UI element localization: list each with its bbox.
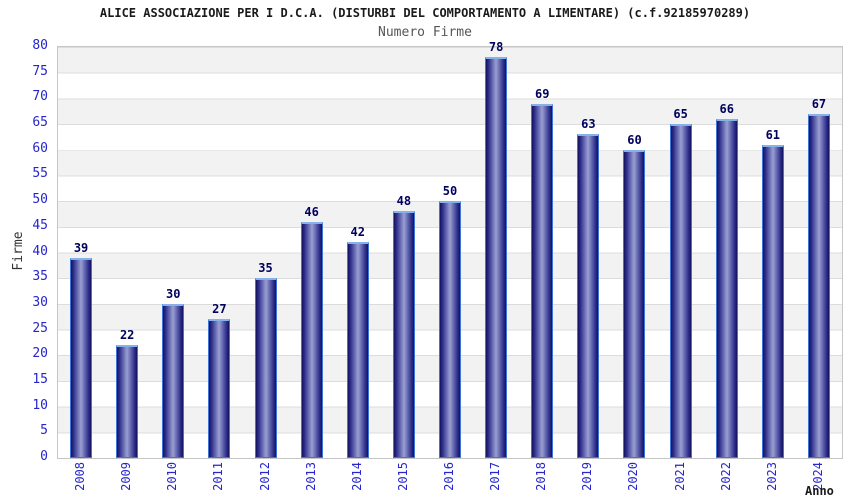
x-tick-label: 2013 [303,462,318,491]
bar-value-label: 66 [719,101,734,116]
y-tick-label: 0 [40,449,48,464]
bar-value-label: 63 [581,117,596,132]
x-tick-label: 2008 [73,462,88,491]
bar-2024 [807,113,830,458]
y-tick-label: 75 [32,63,48,79]
bar-2019 [577,134,600,458]
y-tick-label: 50 [32,192,48,208]
bar-2017 [485,57,508,458]
x-tick-label: 2023 [764,462,779,491]
x-tick-label: 2016 [442,462,456,491]
y-tick-label: 65 [32,115,48,131]
bar-value-label: 39 [73,240,89,255]
bar-2018 [531,103,554,458]
chart-title: ALICE ASSOCIAZIONE PER I D.C.A. (DISTURB… [99,6,751,20]
y-tick-label: 10 [32,397,48,413]
chart-subtitle: Numero Firme [378,25,472,40]
y-tick-label: 35 [32,269,48,285]
x-tick-label: 2010 [165,462,180,491]
bar-value-label: 35 [258,261,273,276]
y-tick-label: 55 [32,166,48,182]
bar-value-label: 46 [304,204,319,219]
bar-2015 [392,211,415,458]
bar-value-label: 30 [166,286,181,301]
bar-value-label: 60 [627,132,642,147]
x-tick-label: 2017 [488,462,503,491]
y-tick-label: 70 [32,89,48,105]
x-tick-label: 2009 [119,462,134,491]
bar-value-label: 42 [350,225,365,240]
y-tick-label: 60 [32,140,48,156]
x-axis-label: Anno [805,484,834,498]
x-tick-label: 2022 [718,462,733,491]
y-tick-label: 15 [32,371,48,387]
bar-2022 [715,118,738,458]
bar-value-label: 65 [673,107,688,122]
y-tick-label: 45 [32,217,48,233]
x-tick-label: 2015 [395,462,410,491]
bar-2012 [254,278,277,458]
bar-value-label: 50 [442,184,458,199]
y-tick-label: 20 [32,346,48,362]
y-tick-label: 5 [40,423,48,439]
x-tick-label: 2014 [349,462,364,491]
y-tick-label: 30 [32,294,48,310]
bar-value-label: 67 [811,96,827,111]
bar-value-label: 48 [396,194,412,209]
bar-2011 [208,319,231,458]
x-tick-label: 2021 [672,462,687,491]
bar-value-label: 61 [765,127,781,142]
bar-2013 [300,221,323,458]
y-tick-label: 80 [32,38,48,53]
bar-2009 [116,344,139,458]
bar-2021 [669,124,692,458]
x-tick-label: 2012 [257,462,272,491]
y-tick-label: 25 [32,320,48,336]
x-tick-label: 2011 [211,462,226,491]
bar-2008 [70,257,93,458]
bar-value-label: 78 [488,40,504,55]
x-tick-label: 2020 [626,462,641,491]
y-tick-label: 40 [32,243,48,259]
bar-value-label: 69 [535,86,550,101]
bar-2023 [761,144,784,458]
bar-2016 [439,201,461,458]
bar-2010 [162,303,185,458]
bar-value-label: 22 [119,327,135,342]
bar-2014 [346,242,369,458]
x-tick-label: 2019 [580,462,595,491]
bar-2020 [623,149,646,458]
bar-value-label: 27 [212,302,227,317]
x-tick-label: 2018 [534,462,549,491]
plot-area: 39 22 30 27 35 46 42 48 50 78 69 63 60 65 66 61 67 [57,40,843,459]
